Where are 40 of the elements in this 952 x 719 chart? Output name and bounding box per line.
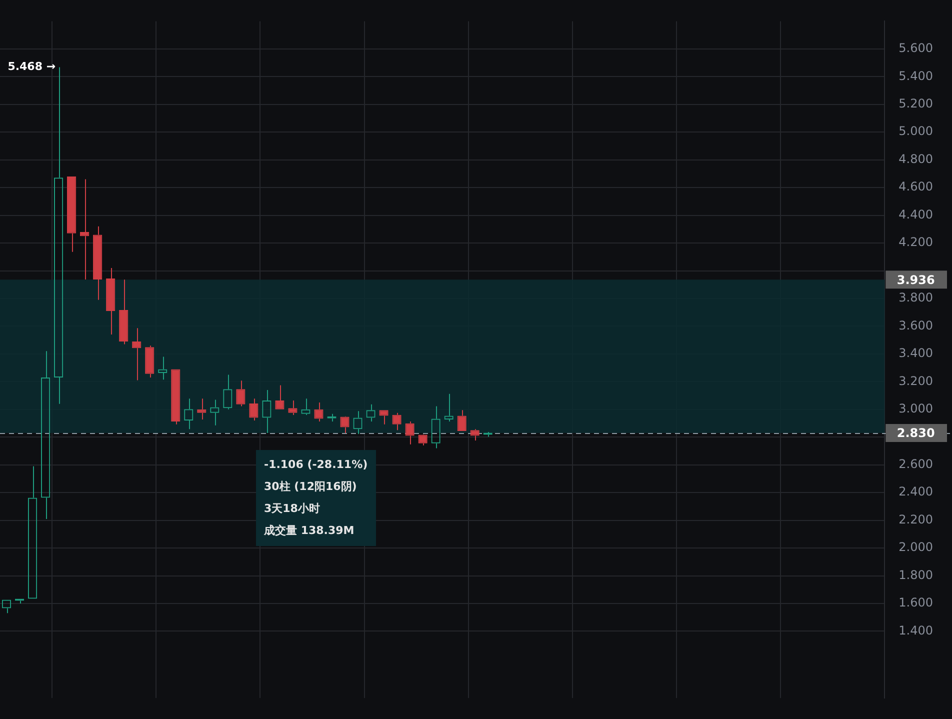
y-tick-label: 1.600 — [898, 596, 934, 610]
annotation: 成交量 138.39M — [264, 523, 356, 539]
ref-line-label: 2.830 — [896, 426, 935, 440]
y-tick-label: 5.200 — [898, 96, 934, 111]
y-tick-label: 3.400 — [898, 346, 934, 360]
y-tick-label: 2.400 — [898, 484, 934, 499]
annotation: -1.106 (-28.11%) — [264, 457, 368, 473]
band-label: 3.936 — [896, 272, 935, 287]
y-tick-label: 5.600 — [898, 41, 934, 56]
candlestick — [457, 410, 466, 432]
y-tick-label: 1.400 — [898, 623, 934, 638]
candlestick — [93, 226, 102, 300]
annotation: 5.468 → — [8, 60, 56, 74]
y-tick-label: 1.800 — [898, 568, 934, 582]
y-tick-label: 3.000 — [898, 402, 934, 416]
candlestick — [80, 178, 90, 280]
candlestick — [379, 410, 388, 425]
candlestick — [236, 380, 246, 407]
y-tick-label: 3.600 — [898, 318, 934, 332]
candlestick — [288, 400, 298, 416]
y-tick-label: 2.600 — [898, 456, 934, 471]
y-tick-label: 4.800 — [898, 152, 934, 166]
y-tick-label: 3.200 — [898, 374, 934, 388]
candlestick — [119, 279, 128, 345]
y-tick-label: 4.200 — [898, 235, 934, 250]
candlestick — [470, 428, 480, 441]
y-tick-label: 5.000 — [898, 124, 934, 138]
candlestick — [67, 176, 76, 252]
y-tick-label: 4.400 — [898, 207, 934, 222]
y-tick-label: 5.400 — [898, 68, 934, 83]
candlestick — [106, 267, 116, 336]
y-tick-label: 4.600 — [898, 180, 934, 194]
candlestick — [145, 345, 154, 378]
y-tick-label: 2.200 — [898, 512, 934, 526]
y-tick-label: 3.800 — [898, 290, 934, 305]
annotation: 30柱 (12阳16阴) — [264, 479, 358, 495]
candlestick — [171, 369, 180, 425]
candlestick — [197, 398, 206, 420]
annotation: 3天18小时 — [264, 501, 321, 517]
y-tick-label: 2.000 — [898, 540, 934, 554]
